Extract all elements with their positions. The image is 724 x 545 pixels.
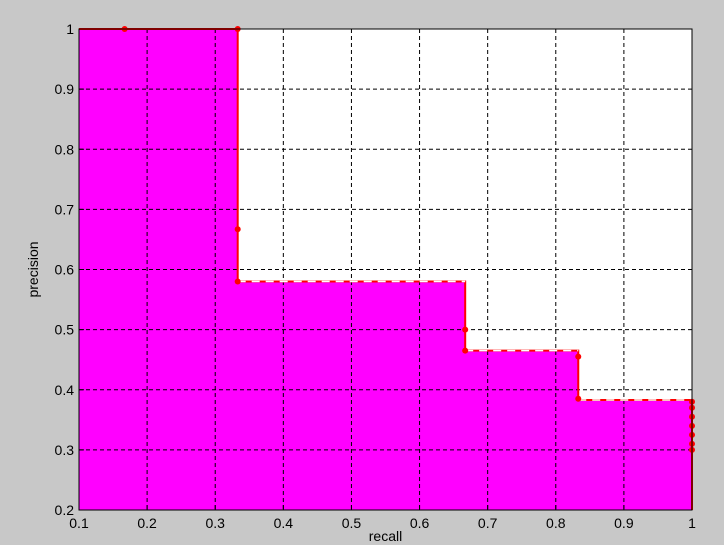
data-point [575, 395, 582, 402]
y-tick-label: 0.5 [55, 322, 75, 338]
data-point [234, 226, 241, 233]
y-tick-label: 0.7 [55, 201, 75, 217]
x-tick-label: 0.1 [69, 515, 89, 531]
x-tick-label: 0.6 [410, 515, 430, 531]
grid-layer [79, 29, 692, 510]
x-tick-label: 1 [688, 515, 696, 531]
data-point [575, 353, 582, 360]
y-tick-labels: 0.2 0.3 0.4 0.5 0.6 0.7 0.8 0.9 1 [55, 21, 84, 518]
x-tick-label: 0.9 [614, 515, 634, 531]
y-axis-label: precision [25, 241, 41, 297]
x-tick-label: 0.3 [205, 515, 225, 531]
area-fill-layer [79, 29, 692, 510]
x-tick-label: 0.8 [546, 515, 566, 531]
y-tick-label: 0.8 [55, 141, 75, 157]
y-tick-label: 0.3 [55, 442, 75, 458]
data-point [462, 326, 469, 333]
y-tick-label: 0.4 [55, 382, 75, 398]
data-point [462, 347, 469, 354]
area-fill [79, 29, 692, 510]
x-tick-label: 0.4 [274, 515, 294, 531]
data-point [234, 278, 241, 285]
y-tick-label: 0.9 [55, 81, 75, 97]
x-axis-label: recall [369, 528, 402, 544]
x-tick-labels: 0.1 0.2 0.3 0.4 0.5 0.6 0.7 0.8 0.9 1 [69, 505, 696, 531]
y-tick-label: 0.6 [55, 262, 75, 278]
y-tick-label: 1 [66, 21, 74, 37]
x-tick-label: 0.2 [137, 515, 157, 531]
x-tick-label: 0.7 [478, 515, 498, 531]
x-tick-label: 0.5 [342, 515, 362, 531]
y-tick-label: 0.2 [55, 502, 75, 518]
